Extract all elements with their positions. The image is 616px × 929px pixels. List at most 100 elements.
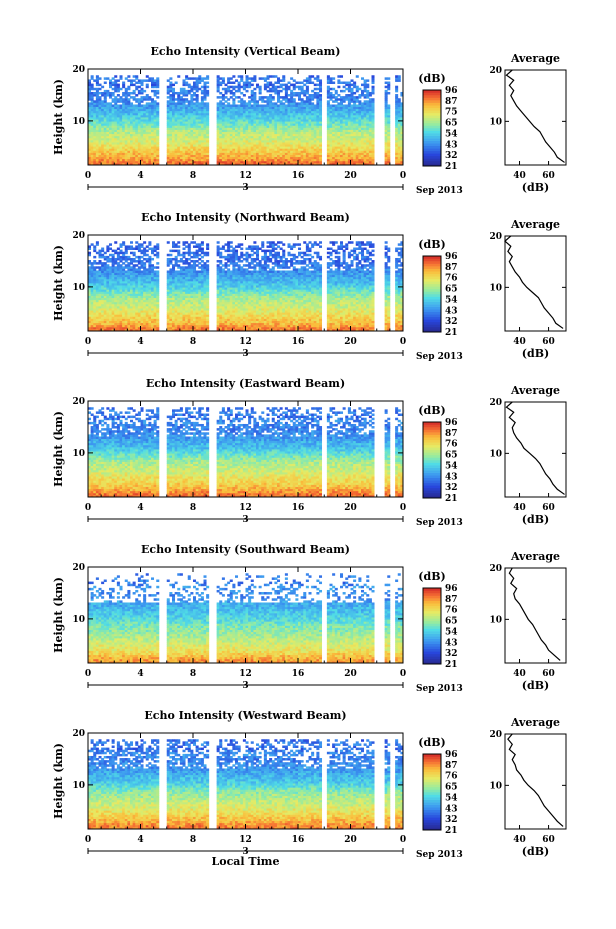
heatmap-cell xyxy=(135,98,139,101)
heatmap-cell xyxy=(90,162,94,166)
heatmap-cell xyxy=(148,255,152,259)
heatmap-cell xyxy=(122,119,126,122)
heatmap-cell xyxy=(116,127,120,130)
heatmap-cell xyxy=(119,104,123,107)
heatmap-cell xyxy=(166,131,170,135)
heatmap-cell xyxy=(148,129,152,133)
heatmap-cell xyxy=(95,127,99,130)
heatmap-cell xyxy=(216,102,220,105)
heatmap-cell xyxy=(153,266,157,269)
heatmap-cell xyxy=(90,139,94,143)
heatmap-cell xyxy=(179,102,183,105)
heatmap-cell xyxy=(179,158,183,162)
heatmap-cell xyxy=(337,94,341,97)
heatmap-cell xyxy=(156,89,160,93)
heatmap-cell xyxy=(103,112,107,116)
heatmap-cell xyxy=(156,106,160,110)
heatmap-cell xyxy=(122,100,126,103)
heatmap-cell xyxy=(174,158,178,162)
heatmap-cell xyxy=(219,77,223,80)
colorbar-segment xyxy=(423,102,441,106)
heatmap-cell xyxy=(116,125,120,128)
heatmap-cell xyxy=(219,100,223,103)
heatmap-cell xyxy=(329,77,333,80)
heatmap-cell xyxy=(195,154,199,158)
heatmap-cell xyxy=(219,81,223,85)
colorbar-segment xyxy=(423,135,441,139)
heatmap-cell xyxy=(88,79,92,82)
heatmap-cell xyxy=(111,83,115,87)
heatmap-cell xyxy=(329,87,333,91)
heatmap-cell xyxy=(93,135,97,139)
heatmap-cell xyxy=(140,119,144,122)
heatmap-cell xyxy=(119,110,123,114)
heatmap-cell xyxy=(109,125,113,128)
heatmap-cell xyxy=(93,131,97,135)
heatmap-cell xyxy=(130,146,134,149)
heatmap-cell xyxy=(216,160,220,164)
heatmap-cell xyxy=(221,106,225,110)
heatmap-cell xyxy=(135,245,139,248)
heatmap-cell xyxy=(395,85,399,89)
heatmap-cell xyxy=(206,133,210,137)
x-tick-label: 16 xyxy=(292,171,305,181)
colorbar-segment xyxy=(423,143,441,147)
heatmap-cell xyxy=(156,96,160,99)
heatmap-cell xyxy=(287,98,291,101)
heatmap-cell xyxy=(203,91,207,95)
heatmap-cell xyxy=(277,77,281,80)
heatmap-cell xyxy=(198,131,202,135)
heatmap-cell xyxy=(337,85,341,89)
heatmap-cell xyxy=(195,96,199,99)
heatmap-cell xyxy=(135,268,139,271)
heatmap-cell xyxy=(182,162,186,166)
heatmap-cell xyxy=(169,125,173,128)
heatmap-cell xyxy=(182,117,186,120)
heatmap-cell xyxy=(221,119,225,122)
heatmap-cell xyxy=(185,150,189,153)
heatmap-cell xyxy=(203,114,207,118)
heatmap-cell xyxy=(101,106,105,110)
heatmap-cell xyxy=(185,100,189,103)
heatmap-cell xyxy=(174,91,178,95)
colorbar-segment xyxy=(423,140,441,144)
heatmap-cell xyxy=(166,106,170,110)
heatmap-cell xyxy=(101,127,105,130)
heatmap-cell xyxy=(111,108,115,112)
heatmap-cell xyxy=(124,100,128,103)
heatmap-cell xyxy=(182,154,186,158)
heatmap-cell xyxy=(119,158,123,162)
heatmap-cell xyxy=(95,266,99,269)
heatmap-cell xyxy=(185,125,189,128)
heatmap-cell xyxy=(172,104,176,107)
heatmap-cell xyxy=(190,137,194,141)
heatmap-cell xyxy=(156,148,160,151)
heatmap-cell xyxy=(114,81,118,85)
heatmap-cell xyxy=(119,249,123,253)
heatmap-cell xyxy=(185,146,189,149)
heatmap-cell xyxy=(145,125,149,128)
heatmap-cell xyxy=(200,125,204,128)
heatmap-cell xyxy=(206,102,210,105)
heatmap-cell xyxy=(156,156,160,160)
heatmap-cell xyxy=(90,114,94,118)
heatmap-cell xyxy=(179,91,183,95)
heatmap-cell xyxy=(90,131,94,135)
heatmap-cell xyxy=(111,152,115,155)
heatmap-cell xyxy=(98,160,102,164)
heatmap-cell xyxy=(355,104,359,107)
heatmap-cell xyxy=(151,102,155,105)
heatmap-cell xyxy=(156,129,160,133)
heatmap-cell xyxy=(127,94,131,97)
heatmap-cell xyxy=(179,98,183,101)
heatmap-cell xyxy=(151,137,155,141)
heatmap-cell xyxy=(182,150,186,153)
heatmap-cell xyxy=(140,146,144,149)
heatmap-cell xyxy=(140,144,144,147)
heatmap-cell xyxy=(122,266,126,269)
heatmap-cell xyxy=(95,100,99,103)
heatmap-cell xyxy=(219,139,223,143)
heatmap-cell xyxy=(109,247,113,251)
heatmap-cell xyxy=(135,117,139,120)
heatmap-cell xyxy=(221,142,225,145)
